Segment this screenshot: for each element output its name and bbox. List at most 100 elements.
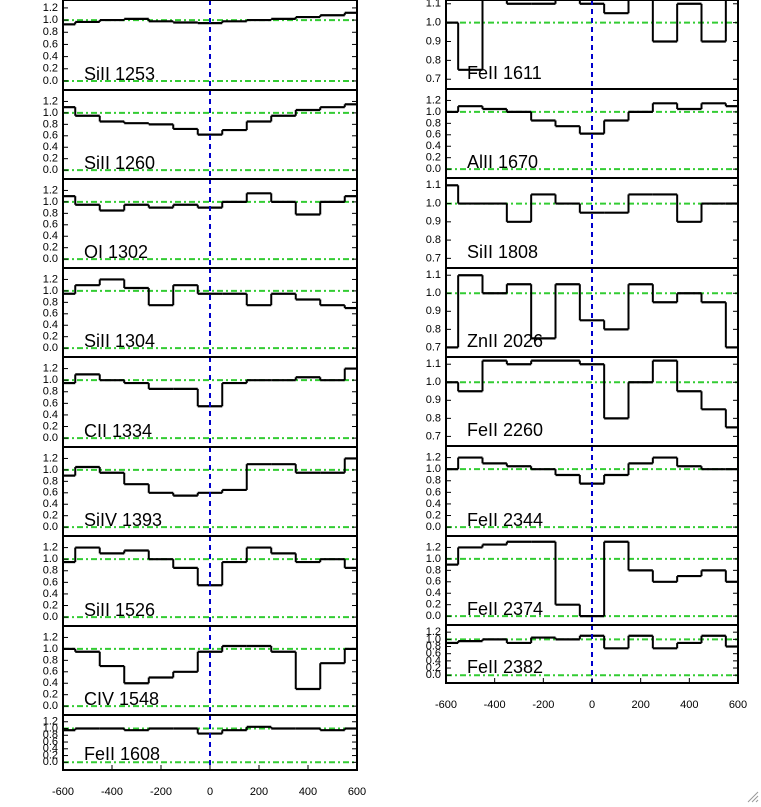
- y-tick-label: 0.4: [43, 743, 58, 755]
- y-tick-label: 0.9: [426, 305, 441, 317]
- panel-label: SiII 1526: [84, 600, 155, 620]
- y-tick-label: 1.0: [43, 553, 58, 565]
- y-tick-label: 0.6: [43, 38, 58, 50]
- y-tick-label: 1.0: [43, 643, 58, 655]
- y-tick-label: 1.2: [426, 626, 441, 638]
- y-tick-label: 0.0: [43, 611, 58, 623]
- y-tick-label: 0.7: [426, 341, 441, 353]
- y-tick-label: 0.7: [426, 252, 441, 264]
- y-tick-label: 1.2: [426, 451, 441, 463]
- y-tick-label: 0.9: [426, 35, 441, 47]
- y-tick-label: 1.0: [43, 107, 58, 119]
- y-tick-label: 1.2: [43, 273, 58, 285]
- y-tick-label: 0.8: [43, 118, 58, 130]
- panel-frame: [62, 714, 358, 771]
- panel-label: SiIV 1393: [84, 510, 162, 530]
- y-tick-label: 0.0: [43, 521, 58, 533]
- y-tick-label: 0.8: [43, 296, 58, 308]
- y-tick-label: 0.0: [43, 432, 58, 444]
- x-tick-label: -400: [484, 699, 506, 711]
- y-tick-label: 0.0: [43, 164, 58, 176]
- y-tick-label: 1.0: [426, 633, 441, 645]
- y-tick-label: 0.4: [43, 230, 58, 242]
- y-tick-label: 1.2: [43, 362, 58, 374]
- y-tick-label: 1.0: [426, 376, 441, 388]
- x-tick-label: 400: [299, 786, 317, 798]
- y-tick-label: 0.2: [426, 662, 441, 674]
- panel-label: SiII 1808: [467, 242, 538, 262]
- panel-label: SiII 1260: [84, 153, 155, 173]
- y-tick-label: 0.6: [43, 130, 58, 142]
- y-tick-label: 0.2: [43, 749, 58, 761]
- y-tick-label: 0.8: [43, 475, 58, 487]
- x-tick-label: -400: [101, 786, 123, 798]
- y-tick-label: 0.8: [43, 386, 58, 398]
- y-tick-label: 0.2: [43, 689, 58, 701]
- y-tick-label: 0.8: [43, 565, 58, 577]
- y-tick-label: 1.0: [43, 464, 58, 476]
- y-tick-label: 0.4: [426, 587, 441, 599]
- y-tick-label: 0.8: [426, 54, 441, 66]
- y-tick-label: 0.6: [43, 666, 58, 678]
- y-tick-label: 1.2: [43, 2, 58, 14]
- y-tick-label: 0.8: [426, 117, 441, 129]
- y-tick-label: 0.2: [43, 242, 58, 254]
- y-tick-label: 0.9: [426, 216, 441, 228]
- y-tick-label: 0.0: [43, 756, 58, 768]
- y-tick-label: 1.0: [426, 287, 441, 299]
- y-tick-label: 0.8: [426, 475, 441, 487]
- y-tick-label: 0.2: [426, 599, 441, 611]
- y-tick-label: 0.0: [43, 700, 58, 712]
- panel-label: SiII 1253: [84, 64, 155, 84]
- y-tick-label: 1.2: [43, 95, 58, 107]
- y-tick-label: 1.0: [43, 722, 58, 734]
- y-tick-label: 0.7: [426, 430, 441, 442]
- y-tick-label: 0.2: [43, 420, 58, 432]
- panel-label: OI 1302: [84, 242, 148, 262]
- x-tick-label: -600: [435, 699, 457, 711]
- y-tick-label: 0.6: [43, 308, 58, 320]
- y-tick-label: 0.8: [43, 729, 58, 741]
- x-tick-label: 400: [680, 699, 698, 711]
- y-tick-label: 1.2: [43, 184, 58, 196]
- y-tick-label: 1.2: [43, 541, 58, 553]
- y-tick-label: 0.4: [426, 140, 441, 152]
- y-tick-label: 0.0: [426, 669, 441, 681]
- y-tick-label: 0.8: [426, 234, 441, 246]
- y-tick-label: 0.6: [426, 486, 441, 498]
- y-tick-label: 1.2: [426, 94, 441, 106]
- y-tick-label: 0.0: [426, 521, 441, 533]
- panel-label: FeII 2374: [467, 599, 543, 619]
- y-tick-label: 0.0: [43, 75, 58, 87]
- x-tick-label: -600: [52, 786, 74, 798]
- y-tick-label: 1.2: [43, 631, 58, 643]
- y-tick-label: 1.0: [426, 553, 441, 565]
- y-tick-label: 0.4: [426, 498, 441, 510]
- y-tick-label: 0.8: [426, 564, 441, 576]
- y-tick-label: 0.9: [426, 394, 441, 406]
- x-tick-label: 0: [589, 699, 595, 711]
- y-tick-label: 0.4: [426, 655, 441, 667]
- x-tick-label: -200: [532, 699, 554, 711]
- y-tick-label: 1.0: [426, 17, 441, 29]
- y-tick-label: 1.0: [43, 374, 58, 386]
- y-tick-label: 0.8: [426, 323, 441, 335]
- y-tick-label: 0.8: [43, 207, 58, 219]
- resize-handle: [747, 791, 759, 803]
- panel-label: FeII 1611: [467, 63, 542, 83]
- y-tick-label: 0.6: [43, 397, 58, 409]
- y-tick-label: 0.6: [43, 487, 58, 499]
- y-tick-label: 0.4: [43, 409, 58, 421]
- y-tick-label: 0.4: [43, 588, 58, 600]
- y-tick-label: 1.0: [43, 285, 58, 297]
- panel-label: ZnII 2026: [467, 331, 543, 351]
- y-tick-label: 1.1: [426, 179, 441, 191]
- y-tick-label: 0.6: [426, 576, 441, 588]
- y-tick-label: 0.7: [426, 73, 441, 85]
- panel-label: FeII 2382: [467, 657, 543, 677]
- x-tick-label: 600: [348, 786, 366, 798]
- y-tick-label: 0.8: [426, 412, 441, 424]
- panel-label: FeII 2344: [467, 510, 543, 530]
- y-tick-label: 1.0: [43, 14, 58, 26]
- y-tick-label: 0.0: [426, 610, 441, 622]
